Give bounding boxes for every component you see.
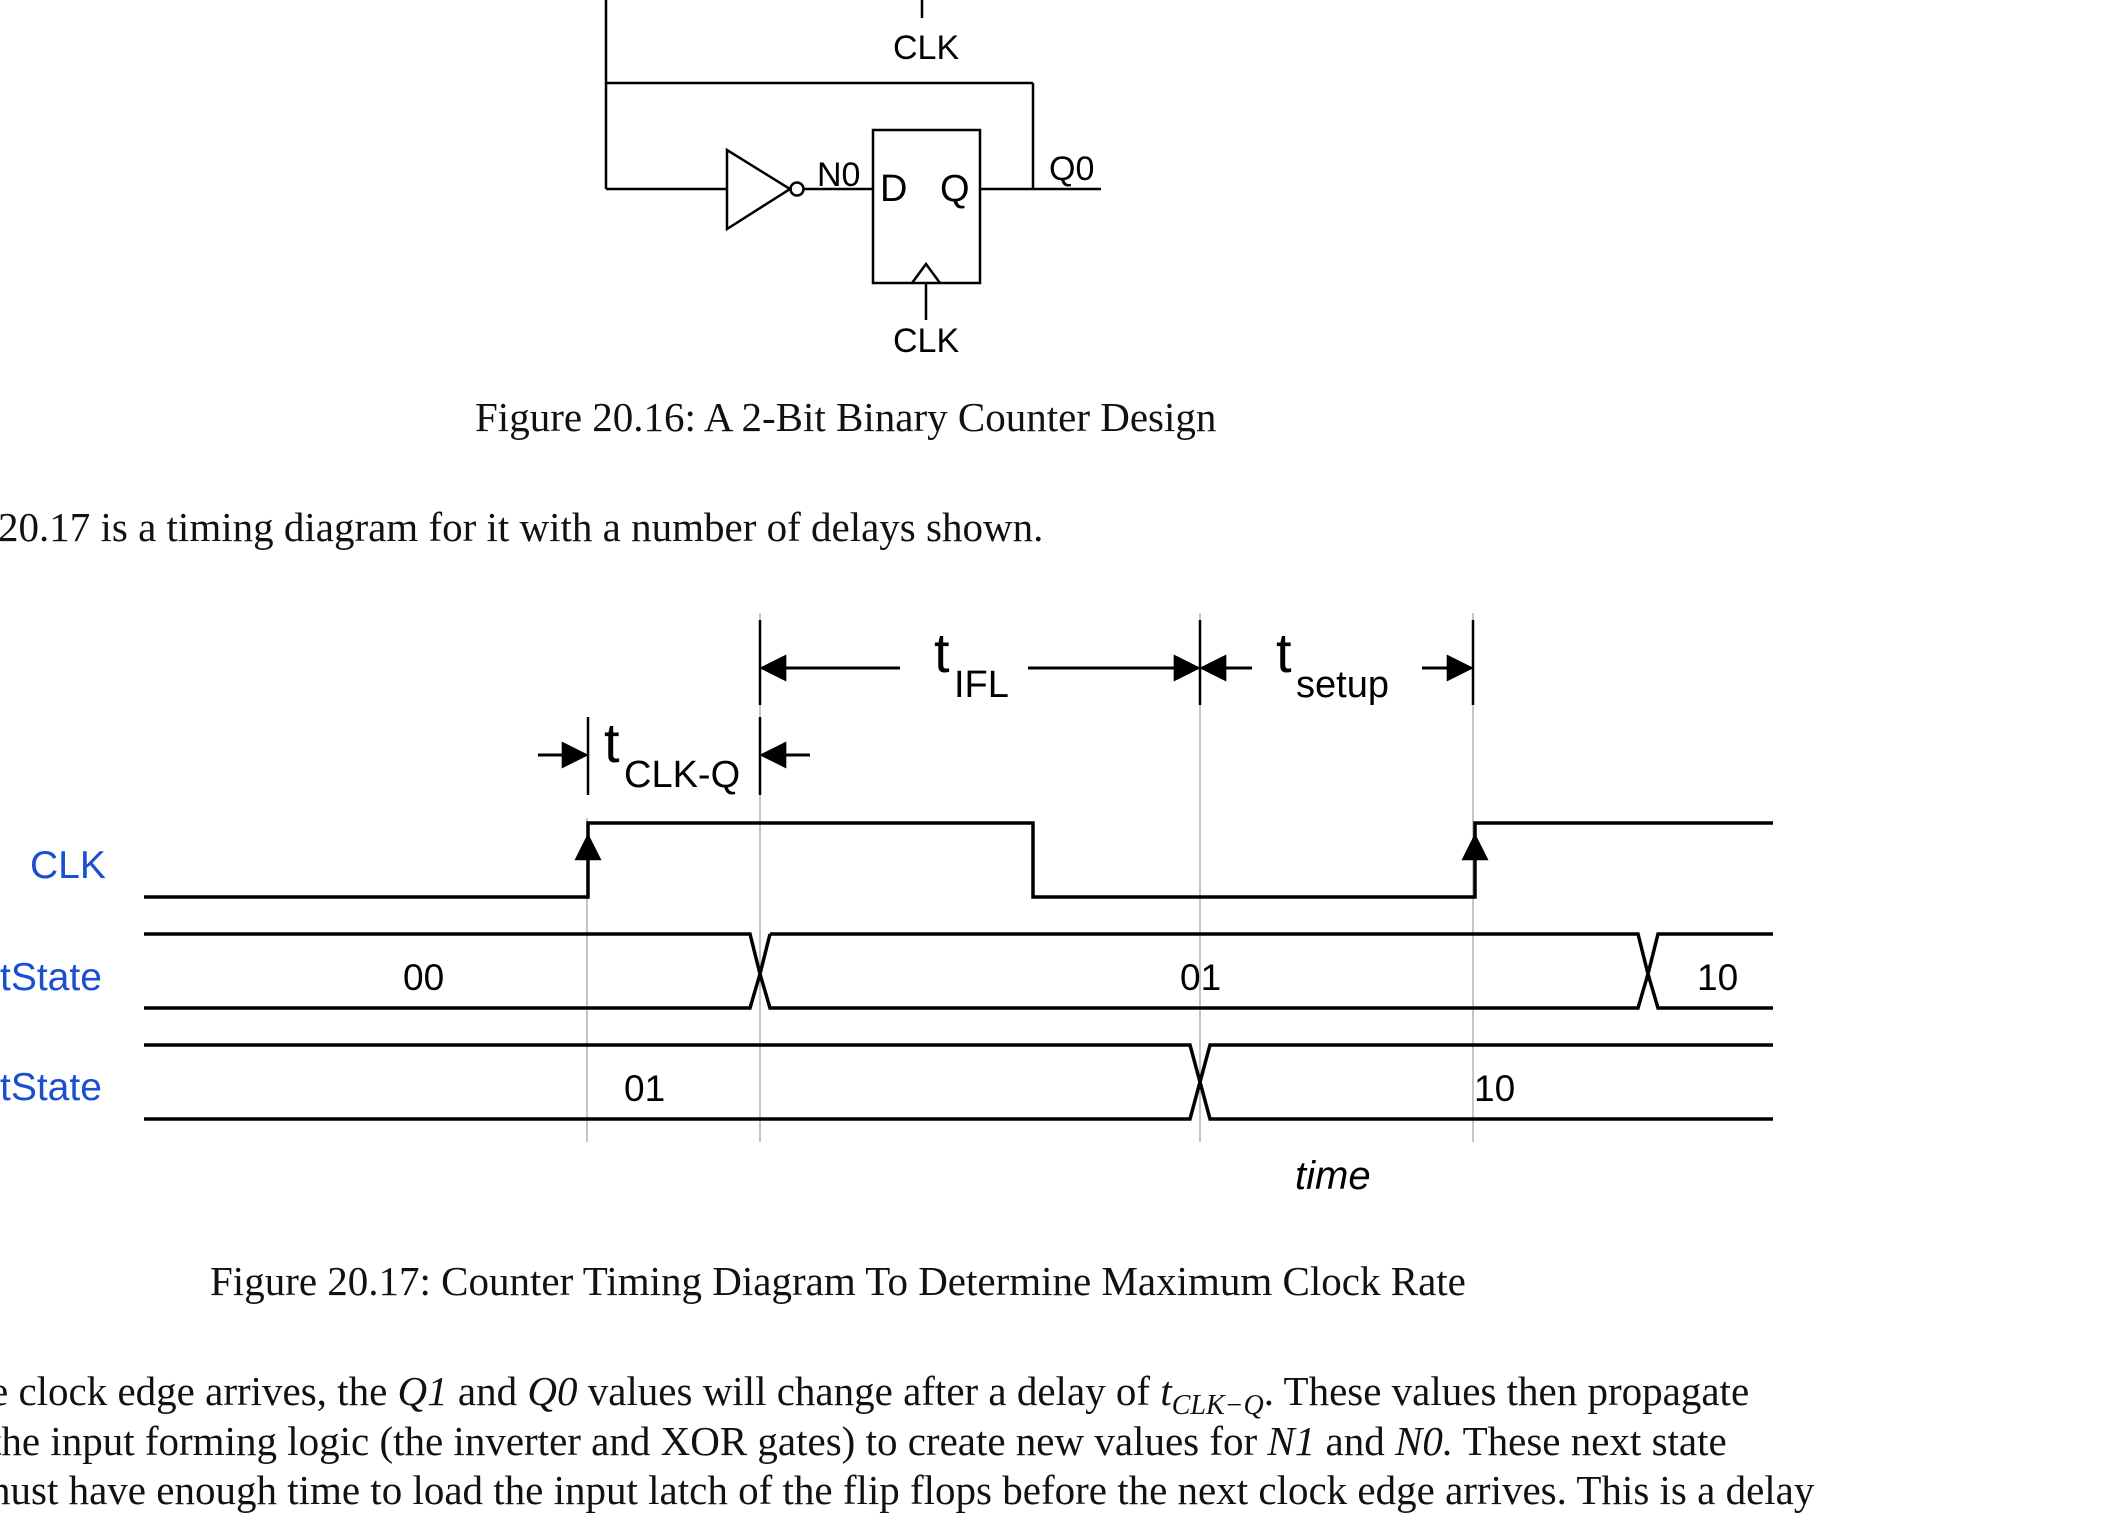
clkq-t: t bbox=[604, 711, 620, 774]
next-state-value-10: 10 bbox=[1474, 1068, 1515, 1109]
clk-top-label: CLK bbox=[893, 29, 959, 67]
body-n0: N0. bbox=[1394, 1418, 1454, 1464]
n0-label: N0 bbox=[817, 156, 860, 194]
signal-name-present-state: tState bbox=[0, 956, 102, 999]
ff-q-label: Q bbox=[940, 168, 970, 210]
body-line-1-b: and bbox=[447, 1368, 528, 1414]
setup-subscript: setup bbox=[1296, 664, 1389, 706]
body-line-2-b: and bbox=[1315, 1418, 1395, 1464]
inverter-bubble bbox=[789, 181, 805, 197]
body-line-1-d: . These values then propagate bbox=[1263, 1368, 1750, 1414]
present-state-bus-a bbox=[144, 932, 762, 1010]
body-line-2: the input forming logic (the inverter an… bbox=[0, 1417, 1831, 1465]
body-n1: N1 bbox=[1267, 1418, 1316, 1464]
body-line-1-c: values will change after a delay of bbox=[577, 1368, 1161, 1414]
present-state-bus-b bbox=[758, 932, 1650, 1010]
body-line-3: nust have enough time to load the input … bbox=[0, 1467, 1815, 1513]
ff-d-label: D bbox=[880, 168, 907, 210]
present-state-bus-c bbox=[1646, 932, 1773, 1010]
present-state-value-10: 10 bbox=[1697, 957, 1738, 998]
figure-20-17-caption: Figure 20.17: Counter Timing Diagram To … bbox=[210, 1258, 1466, 1304]
intro-paragraph: 20.17 is a timing diagram for it with a … bbox=[0, 504, 1044, 550]
ifl-t: t bbox=[934, 621, 950, 684]
signal-name-clk: CLK bbox=[30, 844, 106, 887]
signal-name-next-state: tState bbox=[0, 1066, 102, 1109]
body-q1: Q1 bbox=[397, 1368, 448, 1414]
body-line-1: e clock edge arrives, the Q1 and Q0 valu… bbox=[0, 1367, 1831, 1422]
body-q0: Q0 bbox=[527, 1368, 578, 1414]
next-state-value-01: 01 bbox=[624, 1068, 665, 1109]
figure-20-16-caption: Figure 20.16: A 2-Bit Binary Counter Des… bbox=[475, 394, 1217, 440]
setup-t: t bbox=[1276, 621, 1292, 684]
present-state-value-00: 00 bbox=[403, 957, 444, 998]
time-axis-label: time bbox=[1295, 1154, 1371, 1198]
ifl-subscript: IFL bbox=[954, 664, 1009, 706]
body-t-clk-q: tCLK−Q bbox=[1160, 1368, 1264, 1422]
next-state-bus-a bbox=[144, 1043, 1202, 1121]
clkq-subscript: CLK-Q bbox=[624, 754, 740, 796]
next-state-bus-b bbox=[1198, 1043, 1773, 1121]
clock-input-triangle bbox=[910, 261, 942, 284]
inverter-gate bbox=[725, 147, 793, 232]
present-state-value-01: 01 bbox=[1180, 957, 1221, 998]
q0-label: Q0 bbox=[1049, 150, 1094, 188]
counter-circuit: CLK N0 D Q Q0 CLK bbox=[604, 0, 1101, 360]
clk-bottom-label: CLK bbox=[893, 322, 959, 360]
timing-diagram: CLK tState tState 00 01 10 01 10 t CLK-Q… bbox=[0, 613, 1773, 1198]
body-line-2-c: These next state bbox=[1453, 1418, 1727, 1464]
body-line-2-a: the input forming logic (the inverter an… bbox=[0, 1418, 1268, 1464]
clk-waveform bbox=[144, 821, 1773, 899]
body-line-1-a: e clock edge arrives, the bbox=[0, 1368, 398, 1414]
